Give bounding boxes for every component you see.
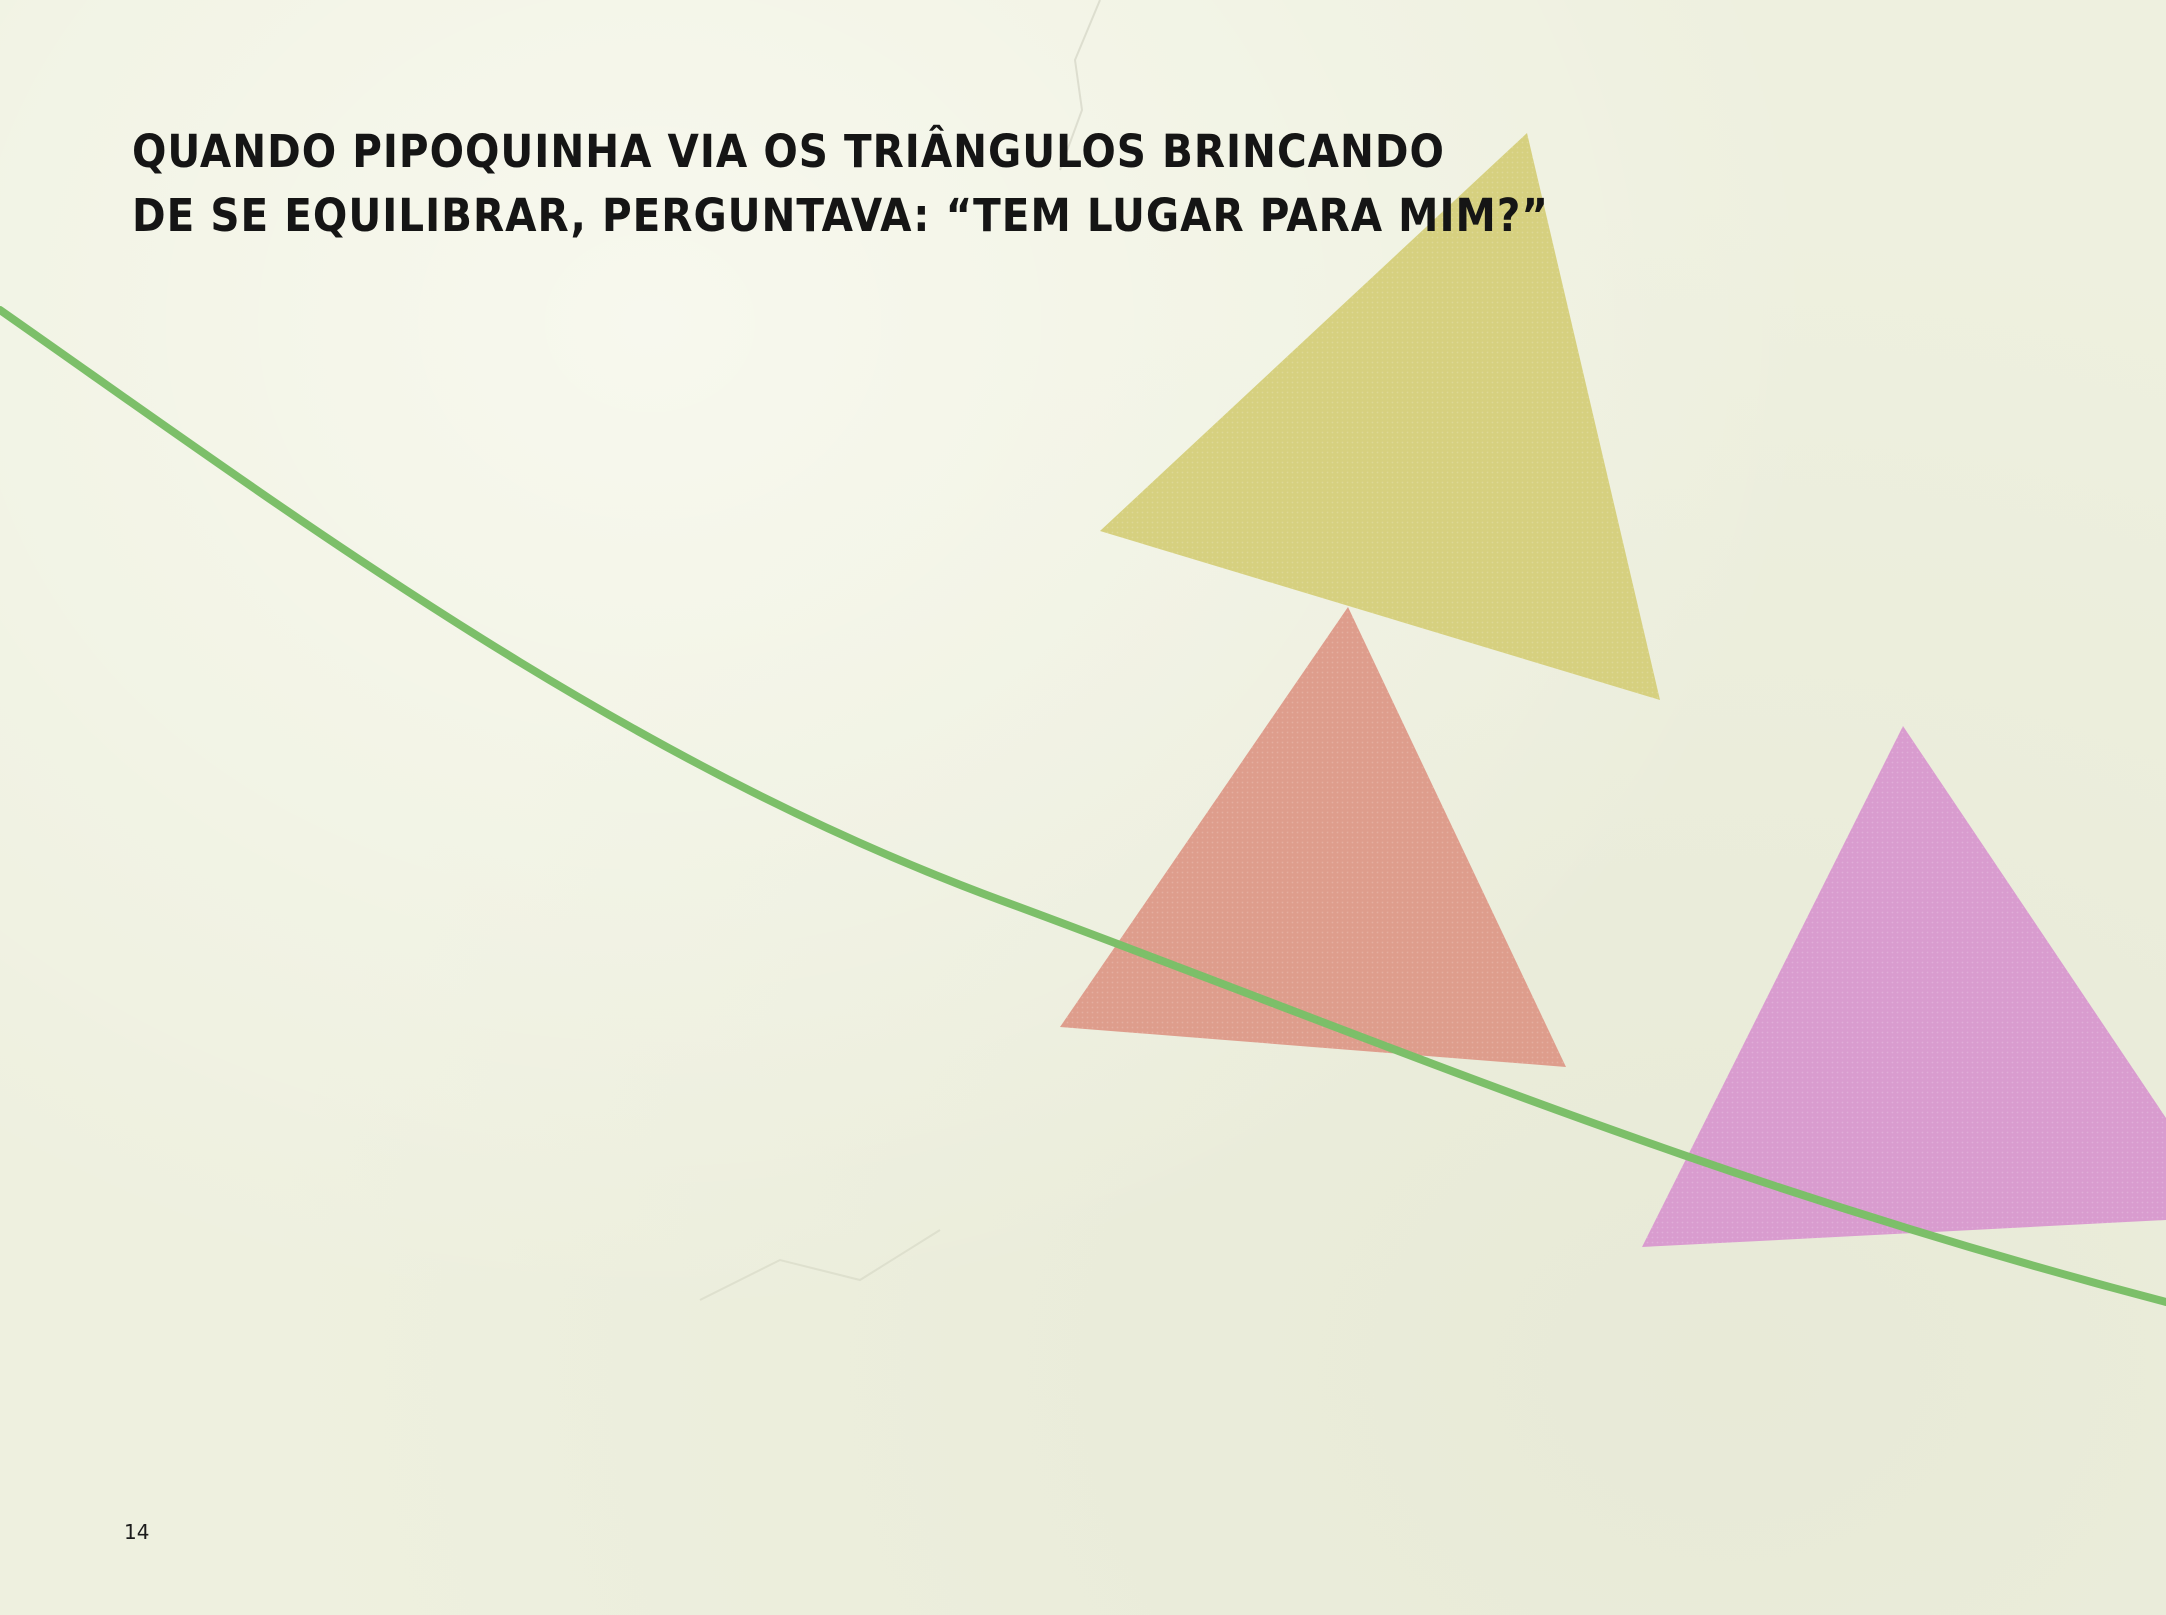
red-triangle-texture — [1060, 607, 1566, 1067]
caption-line-2: DE SE EQUILIBRAR, PERGUNTAVA: “TEM LUGAR… — [132, 189, 1549, 242]
page-number: 14 — [124, 1520, 150, 1544]
paper-crack-line — [1059, 0, 1101, 171]
caption-line-1: QUANDO PIPOQUINHA VIA OS TRIÂNGULOS BRIN… — [132, 125, 1445, 178]
green-rope — [0, 306, 2166, 1306]
pink-triangle-texture — [1642, 726, 2166, 1247]
paper-crack-line — [699, 1229, 941, 1301]
yellow-triangle-texture — [1100, 133, 1660, 700]
story-caption: QUANDO PIPOQUINHA VIA OS TRIÂNGULOS BRIN… — [132, 120, 1549, 248]
